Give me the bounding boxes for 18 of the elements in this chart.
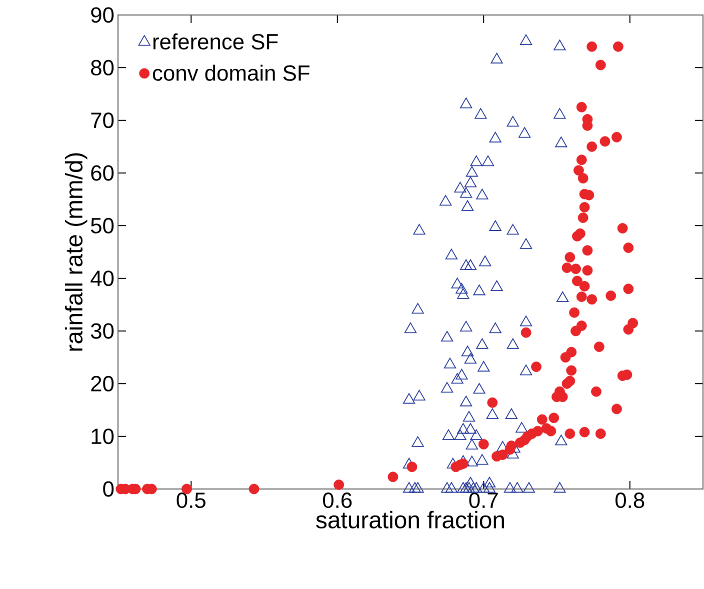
y-axis-title: rainfall rate (mm/d) <box>64 153 88 351</box>
y-tick-label: 90 <box>91 7 114 23</box>
x-tick-label: 0.7 <box>469 492 498 508</box>
y-tick-label: 50 <box>90 218 114 234</box>
x-tick-label: 0.6 <box>323 492 352 508</box>
y-tick-label: 30 <box>90 323 114 339</box>
x-tick-label: 0.5 <box>176 492 206 508</box>
y-tick-label: 20 <box>91 376 114 392</box>
legend-label: reference SF <box>153 33 278 50</box>
x-axis-title: saturation fraction <box>316 510 504 528</box>
y-tick-label: 60 <box>91 165 114 181</box>
y-tick-label: 80 <box>91 60 114 76</box>
y-tick-label: 40 <box>90 270 114 286</box>
x-tick-label: 0.8 <box>616 492 644 508</box>
y-tick-label: 0 <box>103 481 114 497</box>
legend-label: conv domain SF <box>152 64 310 81</box>
y-tick-label: 70 <box>91 112 114 128</box>
y-tick-label: 10 <box>92 428 114 444</box>
